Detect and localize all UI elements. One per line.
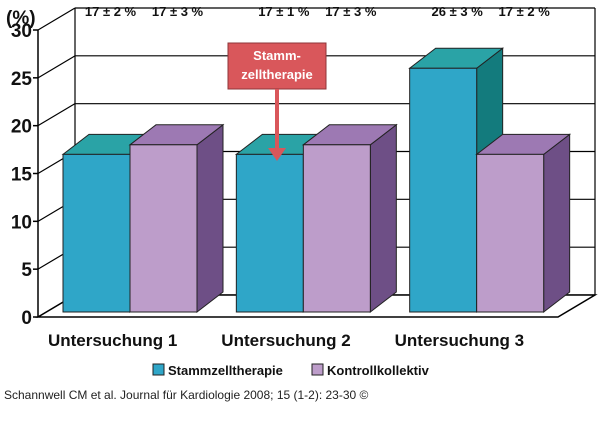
value-label-kontrollkollektiv-3: 17 ± 2 % <box>499 4 551 19</box>
y-tick-label: 10 <box>11 212 32 233</box>
citation: Schannwell CM et al. Journal für Kardiol… <box>4 388 369 402</box>
annotation-callout: Stamm- zelltherapie <box>227 42 327 161</box>
value-label-stammzelltherapie-2: 17 ± 1 % <box>258 4 310 19</box>
side-gridline <box>37 55 76 79</box>
bar-stammzelltherapie-1 <box>62 153 131 313</box>
value-label-stammzelltherapie-1: 17 ± 2 % <box>85 4 137 19</box>
value-label-kontrollkollektiv-1: 17 ± 3 % <box>152 4 204 19</box>
bar-side-kontrollkollektiv-3 <box>543 133 571 314</box>
x-tick-label-1: Untersuchung 1 <box>48 331 177 350</box>
bar-layer <box>61 47 572 314</box>
y-axis-label: (%) <box>6 8 36 29</box>
bar-kontrollkollektiv-2 <box>302 144 371 313</box>
legend-swatch-kontrollkollektiv <box>311 363 324 376</box>
x-tick-label-3: Untersuchung 3 <box>395 331 524 350</box>
y-tick-label: 25 <box>11 69 33 90</box>
x-tick-label-2: Untersuchung 2 <box>221 331 350 350</box>
y-tick-label: 15 <box>11 165 33 186</box>
bar-kontrollkollektiv-1 <box>129 144 198 313</box>
legend-label-stammzelltherapie: Stammzelltherapie <box>168 363 283 378</box>
y-tick-label: 20 <box>11 117 32 138</box>
annotation-box <box>227 42 327 90</box>
value-label-kontrollkollektiv-2: 17 ± 3 % <box>325 4 377 19</box>
annotation-arrow-head <box>268 148 286 161</box>
y-tick-label: 0 <box>21 308 32 329</box>
bar-kontrollkollektiv-3 <box>476 153 545 313</box>
bar-side-kontrollkollektiv-2 <box>369 123 397 314</box>
y-tick-label: 5 <box>21 260 32 281</box>
value-label-stammzelltherapie-3: 26 ± 3 % <box>432 4 484 19</box>
y-tick-label: 30 <box>11 21 32 42</box>
legend: Stammzelltherapie Kontrollkollektiv <box>152 363 430 378</box>
legend-label-kontrollkollektiv: Kontrollkollektiv <box>327 363 430 378</box>
label-layer: 0 5 10 15 20 25 30 17 ± 2 % 17 ± 3 % Untersuchung… <box>11 4 550 350</box>
annotation-line-1: Stamm- <box>253 48 301 63</box>
side-gridline <box>37 7 76 31</box>
bar-side-kontrollkollektiv-1 <box>196 123 224 314</box>
bar-stammzelltherapie-2 <box>235 153 304 313</box>
side-gridline <box>37 103 76 127</box>
legend-swatch-stammzelltherapie <box>152 363 165 376</box>
bar-stammzelltherapie-3 <box>409 67 478 313</box>
annotation-line-2: zelltherapie <box>241 67 313 82</box>
